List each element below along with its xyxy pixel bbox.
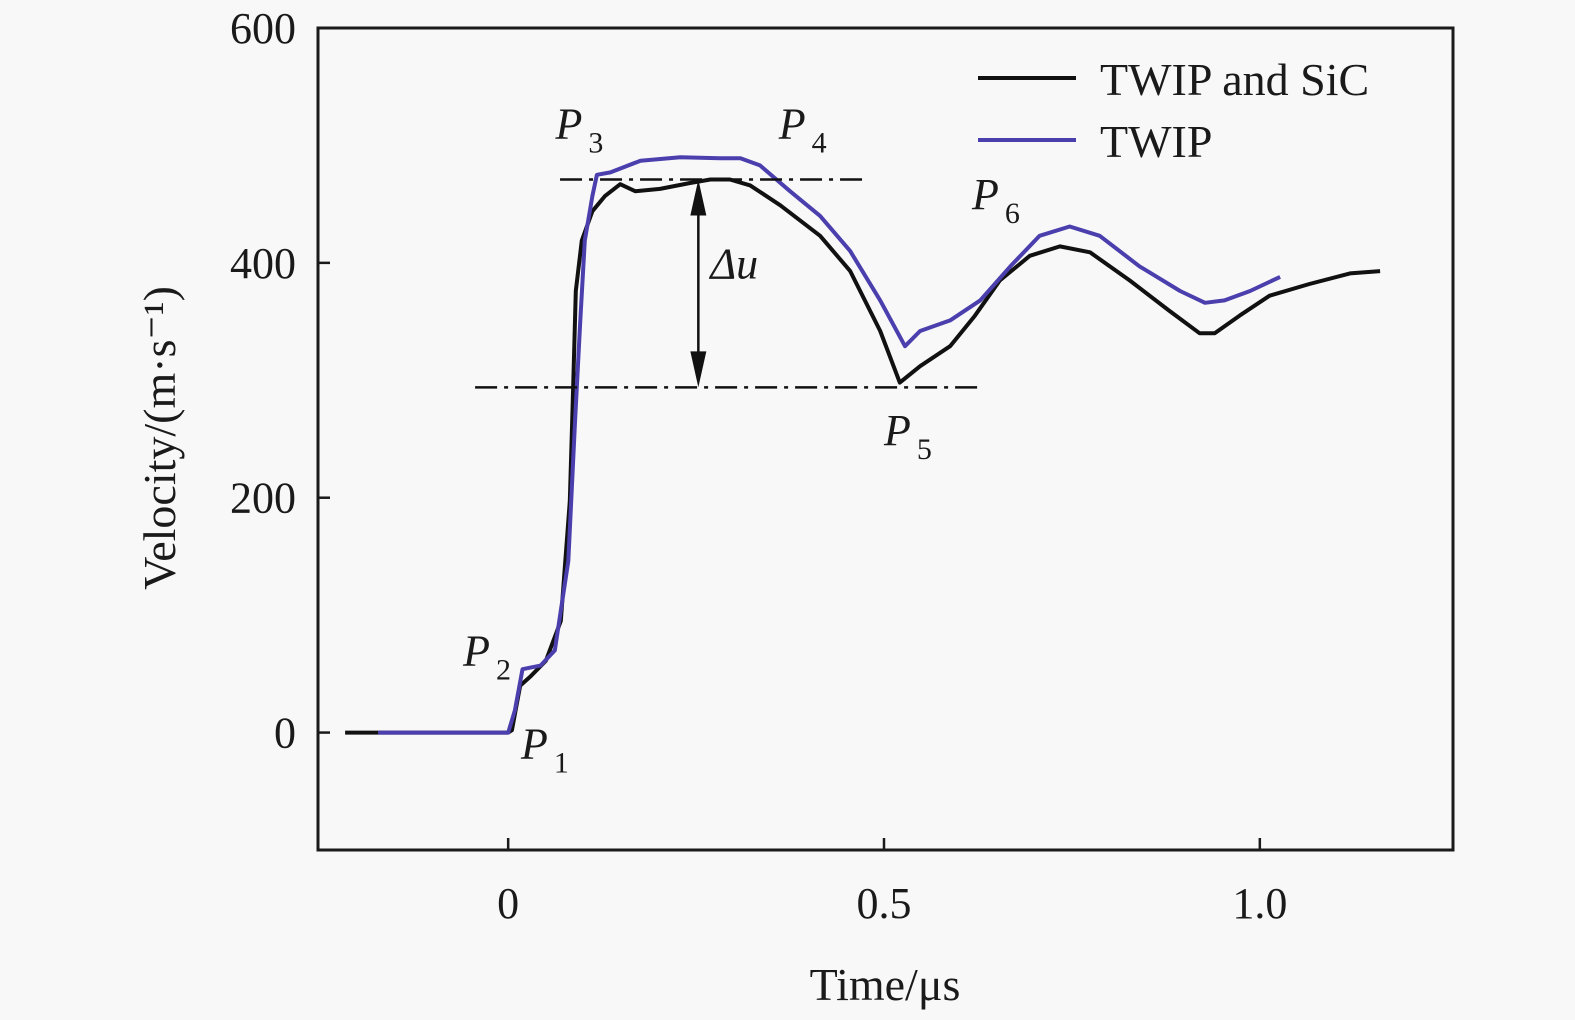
point-label-subscript: 3 — [588, 126, 603, 159]
legend: TWIP and SiC TWIP — [978, 54, 1369, 167]
x-axis-label: Time/μs — [810, 959, 961, 1010]
point-label-letter: P — [778, 99, 806, 148]
x-tick-label-0: 0 — [497, 879, 519, 928]
y-tick-label-0: 0 — [274, 709, 296, 758]
y-axis-label: Velocity/(m·s⁻¹) — [134, 286, 185, 590]
point-label-subscript: 5 — [917, 433, 932, 466]
point-label-letter: P — [971, 170, 999, 219]
x-tick-label-1: 0.5 — [856, 879, 911, 928]
plot-frame — [316, 26, 1455, 852]
y-tick-label-2: 400 — [230, 239, 296, 288]
point-label-letter: P — [520, 719, 548, 768]
axis-ticks: 0 0.5 1.0 0 200 400 600 — [230, 4, 1287, 928]
delta-u-label: Δu — [708, 239, 758, 288]
annotations: P 1P 2P 3 P 4P 5P 6 — [462, 99, 1020, 779]
point-label-subscript: 6 — [1005, 197, 1020, 230]
point-label-letter: P — [883, 406, 911, 455]
point-label-subscript: 4 — [812, 126, 827, 159]
point-label-subscript: 1 — [554, 746, 569, 779]
y-tick-label-1: 200 — [230, 474, 296, 523]
point-label-subscript: 2 — [496, 654, 511, 687]
legend-label-twip: TWIP — [1100, 116, 1212, 167]
arrowhead-up-icon — [690, 179, 707, 216]
series-lines — [345, 155, 1381, 735]
point-label-letter: P — [555, 99, 583, 148]
series-line-0 — [345, 177, 1381, 735]
arrowhead-down-icon — [690, 351, 707, 388]
legend-label-twip-sic: TWIP and SiC — [1100, 54, 1369, 105]
y-tick-label-3: 600 — [230, 4, 296, 53]
point-label-letter: P — [462, 627, 490, 676]
x-tick-label-2: 1.0 — [1232, 879, 1287, 928]
reference-lines: Δu — [475, 178, 982, 389]
